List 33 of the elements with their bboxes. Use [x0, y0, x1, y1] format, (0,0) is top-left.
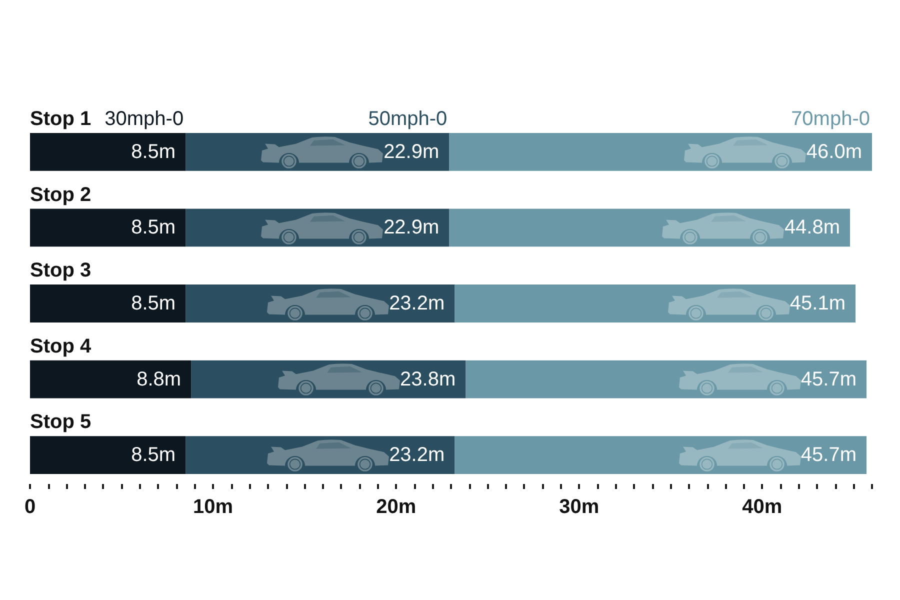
total-label: 44.8m: [784, 216, 840, 239]
y-tick-label: Stop 3: [30, 260, 92, 282]
total-label: 46.0m: [806, 140, 862, 163]
annotation: 23.2m: [389, 292, 445, 314]
y-tick-label: Stop 5: [30, 411, 92, 434]
data-label: 8.5m: [131, 292, 176, 314]
total-label: 45.1m: [790, 292, 846, 314]
x-tick-label: 40m: [742, 496, 782, 518]
series-label: 50mph-0: [368, 108, 448, 130]
y-tick-label: Stop 1: [30, 108, 92, 130]
y-tick-label: Stop 2: [30, 184, 92, 206]
series-label: 30mph-0: [104, 108, 184, 130]
bar: [30, 360, 192, 398]
x-tick-label: 0: [24, 496, 36, 518]
x-tick-label: 30m: [559, 496, 600, 518]
x-tick-label: 20m: [376, 496, 416, 518]
annotation: 23.2m: [389, 444, 445, 466]
annotation: 23.8m: [400, 368, 456, 390]
series-label: 70mph-0: [791, 108, 870, 130]
total-label: 45.7m: [800, 444, 857, 466]
x-tick-label: 10m: [193, 496, 234, 518]
total-label: 45.7m: [800, 368, 857, 390]
bar: [30, 436, 186, 474]
data-label: 8.5m: [131, 216, 176, 239]
data-label: 8.8m: [136, 368, 182, 390]
y-tick-label: Stop 4: [30, 335, 92, 358]
bar: [30, 284, 186, 322]
data-label: 8.5m: [131, 444, 176, 466]
annotation: 22.9m: [384, 140, 440, 163]
data-label: 8.5m: [131, 140, 176, 163]
annotation: 22.9m: [384, 216, 440, 239]
bar: [30, 132, 186, 171]
bar: [30, 208, 186, 247]
